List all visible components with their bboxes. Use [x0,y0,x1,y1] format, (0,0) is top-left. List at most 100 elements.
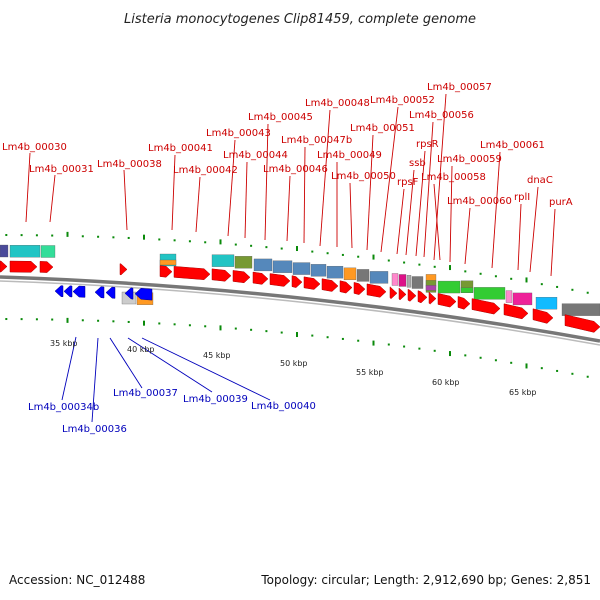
feature-block [234,256,253,269]
map-title: Listeria monocytogenes Clip81459, comple… [124,12,476,27]
gene-label-lm4b-00038: Lm4b_00038 [97,159,162,170]
forward-cds-arrow [291,275,303,288]
feature-block [391,273,399,286]
gene-label-lm4b-00059: Lm4b_00059 [437,154,502,165]
outer-tick [540,283,543,286]
gene-label-ssb: ssb [409,158,426,169]
feature-block [253,258,273,272]
feature-block [425,285,437,291]
forward-cds-arrow [564,314,600,333]
forward-leader-line [415,150,426,257]
gene-label-lm4b-00061: Lm4b_00061 [480,140,545,151]
inner-tick [510,361,513,364]
inner-tick [357,339,360,342]
kbp-label-65: 65 kbp [509,388,537,397]
forward-cds-arrow [269,273,291,287]
feature-block [343,267,357,281]
genome-summary-text: Topology: circular; Length: 2,912,690 bp… [261,573,591,587]
feature-block [505,290,513,303]
outer-tick [296,246,298,252]
forward-leader-line [405,169,415,256]
kbp-label-55: 55 kbp [356,368,384,377]
kbp-label-60: 60 kbp [432,378,460,387]
forward-leader-line [286,175,291,242]
inner-tick [387,343,390,346]
outer-tick [418,263,421,266]
gene-label-lm4b-00048: Lm4b_00048 [305,98,370,109]
reverse-cds-track [54,285,153,301]
forward-leader-line [244,161,248,239]
gene-label-lm4b-00042: Lm4b_00042 [173,165,238,176]
reverse-leader-line [127,337,213,393]
forward-leader-line [464,207,471,265]
outer-tick [173,239,176,242]
forward-leader-line [195,176,201,233]
forward-cds-arrow [321,278,339,292]
reverse-leader-line [109,337,143,389]
gene-label-lm4b-00057: Lm4b_00057 [427,82,492,93]
feature-block [159,259,177,266]
reverse-leader-line [91,337,99,423]
forward-cds-track [0,260,600,333]
inner-tick [341,337,344,340]
gene-label-rpli: rplI [514,192,530,203]
outer-tick [188,240,191,243]
gene-label-lm4b-00060: Lm4b_00060 [447,196,512,207]
inner-tick [586,375,589,378]
inner-tick [158,322,161,325]
feature-block [473,287,506,300]
inner-tick [403,345,406,348]
forward-cds-arrow [0,260,8,273]
feature-block [411,276,424,289]
inner-tick [35,318,38,321]
forward-cds-arrow [9,260,38,273]
inner-tick [97,319,100,322]
outer-tick [143,234,145,240]
gene-label-rpsf: rpsF [397,177,419,188]
reverse-cds-arrow [72,285,86,298]
feature-block [406,275,412,288]
kbp-label-50: 50 kbp [280,359,308,368]
outer-tick [357,255,360,258]
feature-block [512,292,533,306]
outer-tick [433,265,436,268]
forward-cds-arrow [173,266,211,280]
outer-tick-marks [5,231,589,294]
reverse-cds-arrow [63,285,73,298]
gene-label-lm4b-00036: Lm4b_00036 [62,424,127,435]
inner-tick [234,327,237,330]
forward-leader-line [423,121,434,258]
gene-label-lm4b-00030: Lm4b_00030 [2,142,67,153]
forward-leader-line [171,154,176,231]
inner-tick [433,349,436,352]
inner-tick [173,323,176,326]
outer-tick [326,252,329,255]
forward-leader-line [517,203,522,271]
inner-tick [20,318,23,321]
inner-tick [66,317,69,323]
outer-tick [66,231,69,237]
forward-cds-arrow [417,290,428,304]
forward-cds-arrow [339,280,353,294]
forward-cds-arrow [532,308,554,324]
forward-leader-line [380,106,399,253]
label-leader-lines [25,93,556,423]
inner-tick [280,331,283,334]
outer-tick [341,253,344,256]
gene-label-lm4b-00050: Lm4b_00050 [331,171,396,182]
outer-tick [464,270,467,273]
inner-tick [250,328,253,331]
outer-tick [35,234,38,237]
reverse-leader-line [61,336,77,401]
reverse-cds-arrow [94,286,105,299]
feature-block [561,303,600,316]
forward-leader-line [449,165,453,263]
gene-label-lm4b-00047b: Lm4b_00047b [281,135,352,146]
outer-tick [525,277,528,283]
feature-block [326,265,344,279]
gene-label-lm4b-00046: Lm4b_00046 [263,164,328,175]
feature-block [535,297,558,310]
outer-tick [280,247,283,250]
outer-tick [556,285,559,288]
